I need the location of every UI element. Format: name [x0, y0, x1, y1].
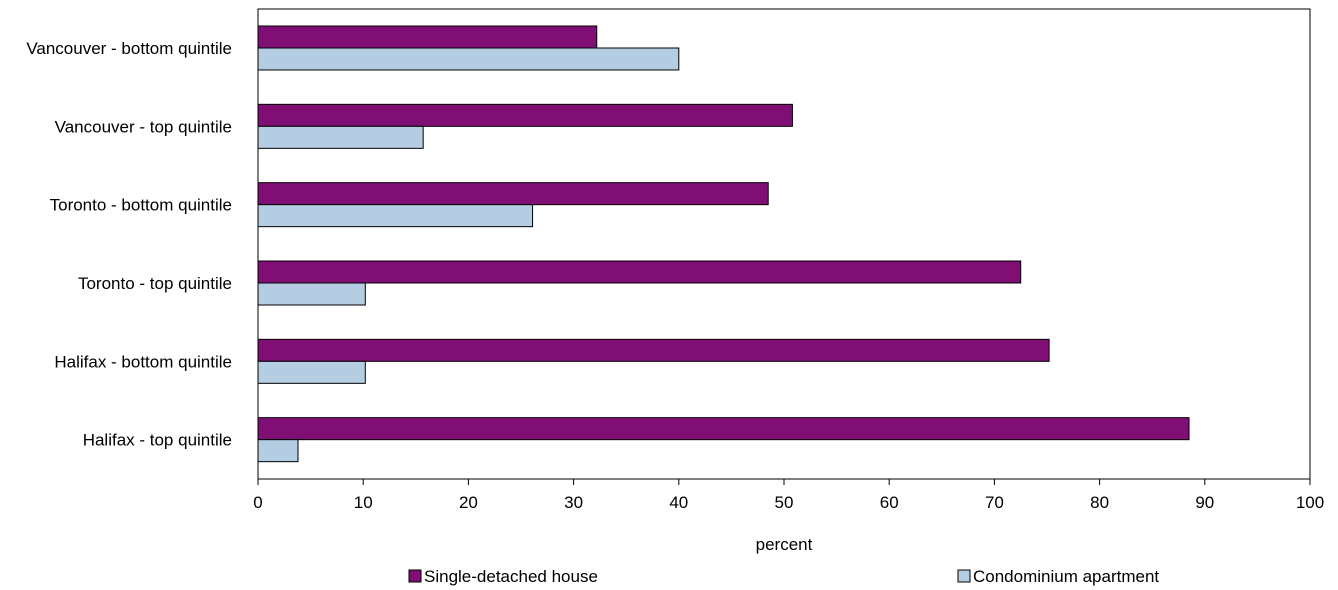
- category-label-halifax-top-quintile: Halifax - top quintile: [83, 431, 232, 450]
- x-tick-label-10: 10: [354, 493, 373, 512]
- x-axis-title: percent: [756, 535, 813, 554]
- bar-single-detached-house-toronto-top-quintile: [257, 260, 1022, 284]
- bar-single-detached-house-halifax-bottom-quintile: [257, 338, 1050, 362]
- x-tick-label-100: 100: [1296, 493, 1324, 512]
- legend-swatch-condominium-apartment: [957, 569, 971, 583]
- bar-single-detached-house-vancouver-top-quintile: [257, 103, 793, 127]
- x-tick-label-40: 40: [669, 493, 688, 512]
- legend: Single-detached house Condominium apartme…: [408, 567, 1159, 586]
- x-tick-label-70: 70: [985, 493, 1004, 512]
- x-tick-label-80: 80: [1090, 493, 1109, 512]
- category-label-vancouver-bottom-quintile: Vancouver - bottom quintile: [26, 39, 232, 58]
- bars-group: [257, 25, 1190, 463]
- category-label-toronto-bottom-quintile: Toronto - bottom quintile: [50, 196, 232, 215]
- category-label-toronto-top-quintile: Toronto - top quintile: [78, 274, 232, 293]
- x-tick-label-90: 90: [1195, 493, 1214, 512]
- bar-single-detached-house-toronto-bottom-quintile: [257, 182, 769, 206]
- bar-single-detached-house-halifax-top-quintile: [257, 417, 1190, 441]
- category-label-halifax-bottom-quintile: Halifax - bottom quintile: [54, 352, 232, 371]
- bar-condominium-apartment-halifax-top-quintile: [257, 439, 299, 463]
- plot-area-frame: [257, 8, 1311, 480]
- x-tick-label-30: 30: [564, 493, 583, 512]
- category-labels: Vancouver - bottom quintile Vancouver - t…: [26, 39, 232, 450]
- x-tick-label-20: 20: [459, 493, 478, 512]
- bar-condominium-apartment-vancouver-top-quintile: [257, 125, 424, 149]
- x-axis-ticks: 0 10 20 30 40 50 60 70 80 90 100: [253, 479, 1324, 512]
- bar-condominium-apartment-toronto-bottom-quintile: [257, 204, 534, 228]
- category-label-vancouver-top-quintile: Vancouver - top quintile: [55, 117, 232, 136]
- bar-condominium-apartment-toronto-top-quintile: [257, 282, 366, 306]
- bar-condominium-apartment-halifax-bottom-quintile: [257, 360, 366, 384]
- x-tick-label-0: 0: [253, 493, 262, 512]
- x-tick-label-50: 50: [775, 493, 794, 512]
- bar-single-detached-house-vancouver-bottom-quintile: [257, 25, 598, 49]
- bar-condominium-apartment-vancouver-bottom-quintile: [257, 47, 680, 71]
- legend-swatch-single-detached-house: [408, 569, 422, 583]
- x-tick-label-60: 60: [880, 493, 899, 512]
- legend-label-condominium-apartment: Condominium apartment: [973, 567, 1159, 586]
- legend-label-single-detached-house: Single-detached house: [424, 567, 598, 586]
